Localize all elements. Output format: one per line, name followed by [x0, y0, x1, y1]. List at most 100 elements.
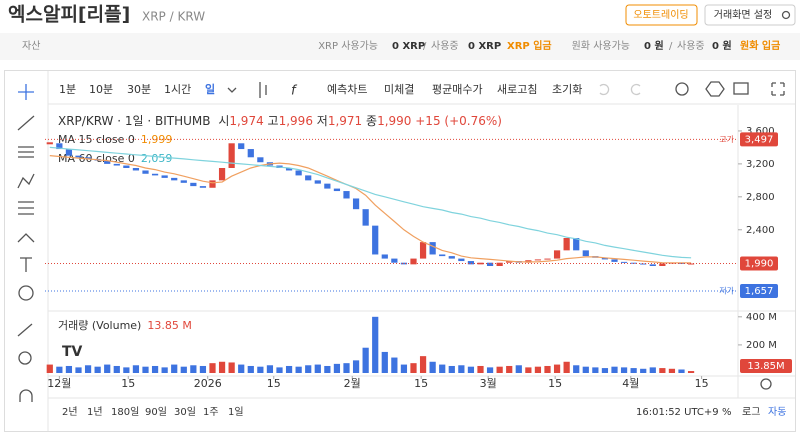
volume-bar [324, 365, 331, 373]
volume-bar [534, 366, 542, 373]
candle-body [582, 250, 589, 257]
candle-body [448, 256, 455, 259]
volume-bar [180, 366, 187, 373]
candle-body [534, 259, 542, 261]
current-price-tag-label: 1,990 [745, 259, 774, 270]
volume-bar [448, 365, 455, 373]
volume-bar [151, 365, 159, 373]
candle-body [285, 168, 293, 171]
y-tick-label: 200 M [746, 340, 777, 351]
tool[interactable]: 미체결 [384, 83, 414, 96]
drawing-tools[interactable] [17, 84, 35, 402]
volume-bar [295, 366, 302, 373]
candle-body [458, 258, 465, 262]
option[interactable]: % [722, 407, 732, 418]
volume-bar [199, 365, 207, 373]
chart-legend: XRP/KRW · 1일 · BITHUMB 시1,974 고1,996 저1,… [58, 114, 502, 128]
range[interactable]: 1일 [228, 406, 244, 418]
interval[interactable]: 10분 [89, 83, 113, 96]
auto-trade-label[interactable]: 오토트레이딩 [633, 9, 688, 21]
volume-bar [257, 366, 264, 373]
candle-body [257, 157, 264, 163]
volume-bar [506, 365, 513, 373]
candle-body [104, 160, 111, 164]
settings-label[interactable]: 거래화면 설정 [714, 9, 772, 21]
candle-body [161, 175, 168, 178]
range[interactable]: 30일 [174, 406, 196, 418]
volume-bar [391, 357, 398, 373]
volume-bar [123, 367, 130, 373]
option[interactable]: 자동 [768, 406, 786, 418]
candle-body [209, 180, 216, 188]
current-price-tag [740, 256, 778, 271]
settings-icon[interactable] [760, 378, 772, 390]
candle-body [46, 142, 53, 145]
candle-body [228, 143, 235, 168]
candle-body [180, 180, 187, 183]
deposit-link[interactable]: XRP 입금 [507, 39, 552, 52]
candle-body [372, 225, 379, 255]
deposit-link[interactable]: 원화 입금 [740, 39, 780, 52]
candle-body [151, 173, 159, 176]
interval[interactable]: 30분 [127, 83, 151, 96]
volume-bar [678, 369, 685, 373]
range[interactable]: 1주 [203, 407, 219, 418]
volume-bar [630, 368, 637, 373]
tool[interactable]: 새로고침 [497, 83, 537, 96]
x-tick-label: 12월 [47, 377, 71, 390]
toolbar-icons[interactable] [599, 81, 785, 97]
tool[interactable]: 평균매수가 [432, 83, 483, 96]
symbol: XRP/KRW · 1일 · BITHUMB [58, 114, 210, 128]
candle-body [687, 263, 695, 265]
tool[interactable]: 초기화 [552, 83, 582, 96]
option[interactable]: 로그 [742, 407, 760, 418]
range[interactable]: 180일 [111, 406, 139, 418]
clock: 16:01:52 UTC+9 [636, 407, 719, 418]
x-tick-label: 15 [414, 377, 428, 390]
tv-logo: TV [62, 344, 83, 360]
candle-body [305, 175, 312, 181]
volume-bar [611, 366, 618, 373]
candle-body [199, 186, 207, 188]
volume-bar [563, 361, 570, 373]
volume-bar [592, 367, 599, 373]
candle-body [142, 170, 149, 174]
candle-body [640, 263, 647, 265]
range[interactable]: 1년 [87, 406, 103, 418]
candle-body [439, 254, 446, 257]
interval-active[interactable]: 일 [205, 82, 215, 96]
x-tick-label: 2026 [194, 377, 222, 390]
change: +15 (+0.76%) [415, 114, 502, 128]
volume-bar [209, 363, 216, 373]
interval[interactable]: 1시간 [164, 83, 191, 96]
volume-bar [46, 364, 53, 373]
interval[interactable]: 1분 [59, 83, 76, 96]
volume-bar [496, 366, 503, 373]
volume-bar [573, 365, 580, 373]
volume-bar [305, 365, 312, 373]
x-tick-label: 2월 [344, 377, 361, 390]
title: 엑스알피[리플] [8, 4, 130, 26]
settings-button[interactable] [704, 4, 796, 26]
volume-bar [601, 368, 609, 373]
range[interactable]: 90일 [145, 406, 167, 418]
candle-body [324, 183, 331, 189]
x-tick-label: 15 [548, 377, 562, 390]
dropdown-icon[interactable] [227, 87, 237, 93]
candle-icon[interactable] [259, 82, 267, 98]
candle-body [247, 149, 254, 158]
indicator-icon[interactable]: f [291, 84, 298, 99]
amount: 0 XRP [468, 41, 501, 52]
volume-bar [75, 367, 82, 373]
volume-bar [314, 364, 321, 373]
auto-trade-button[interactable] [625, 4, 698, 26]
range[interactable]: 2년 [62, 406, 78, 418]
candle-body [84, 157, 92, 159]
volume-bar [439, 364, 446, 373]
candle-body [56, 143, 63, 150]
candle-body [123, 165, 130, 168]
marker-tag-label: 3,497 [745, 134, 774, 145]
asset-label: 자산 [22, 40, 40, 52]
tool[interactable]: 예측차트 [327, 83, 367, 96]
volume-bar [582, 366, 589, 373]
